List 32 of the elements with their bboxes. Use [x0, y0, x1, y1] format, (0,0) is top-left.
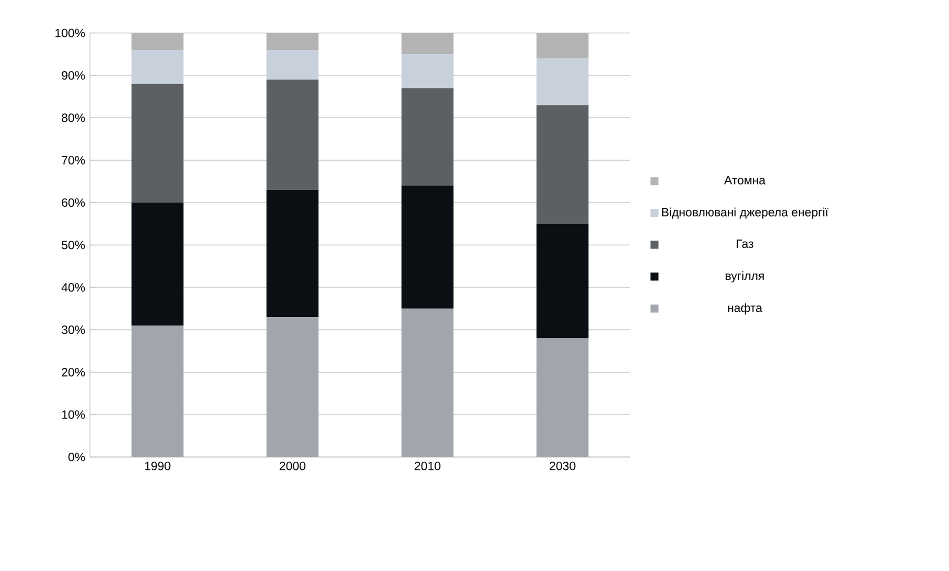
bar: [132, 50, 184, 84]
y-tick-label: 70%: [62, 156, 85, 164]
y-tick-label: 60%: [62, 198, 85, 207]
y-tick-label: 50%: [62, 240, 85, 250]
x-tick-label: 2000: [280, 462, 306, 470]
bar: [402, 186, 454, 309]
x-tick-label: 2030: [550, 462, 576, 470]
y-tick-label: 0%: [68, 452, 85, 462]
text: нафта: [728, 303, 762, 314]
legend-label: Відновлювані джерела енергії: [662, 208, 828, 219]
bar: [402, 54, 454, 88]
bar: [536, 105, 589, 224]
x-tick-label: 1990: [145, 462, 170, 470]
bar: [132, 84, 184, 203]
y-tick-label: 20%: [62, 368, 85, 376]
bar: [132, 202, 184, 326]
bar: [266, 190, 319, 318]
y-tick-label: 40%: [62, 283, 85, 292]
x-tick-label: 2010: [414, 462, 440, 470]
bar: [536, 58, 589, 106]
text: вугілля: [726, 271, 764, 282]
y-tick-label: 80%: [62, 114, 85, 122]
bar: [536, 224, 589, 338]
text: Атомна: [724, 176, 766, 184]
y-tick-label: 30%: [62, 326, 85, 334]
y-tick-label: 10%: [62, 410, 85, 419]
bar: [266, 80, 319, 190]
y-tick-label: 100%: [56, 28, 85, 38]
y-tick-label: 90%: [62, 71, 85, 80]
text: Газ: [736, 240, 754, 248]
bar: [266, 50, 319, 80]
bar: [402, 88, 454, 186]
